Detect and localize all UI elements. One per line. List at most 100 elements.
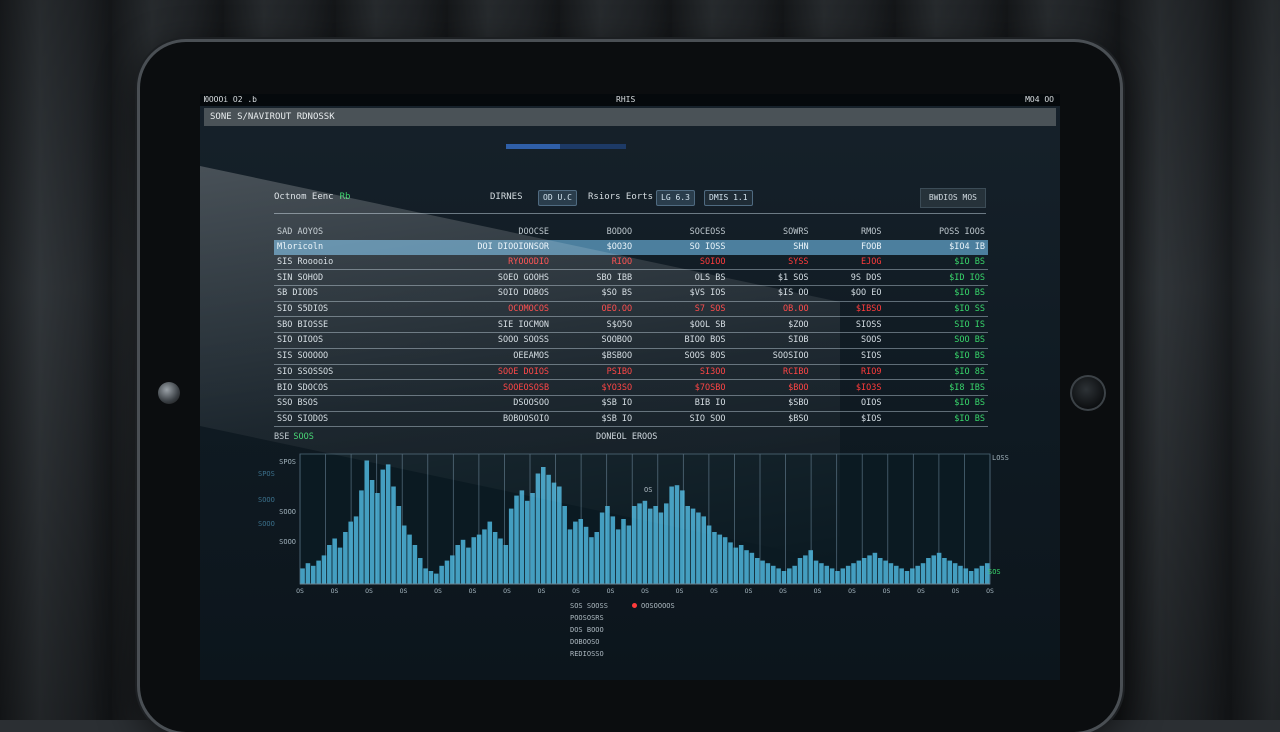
table-row[interactable]: Mloricoln DOI DIOOIONSOR $OO3O SO IOSS SHN FO… (274, 240, 988, 255)
chart-bar (845, 565, 851, 584)
x-tick-label: OS (848, 587, 856, 595)
chart-bar (696, 512, 701, 584)
legend-item: POOSOSRS (570, 614, 604, 622)
table-cell: BIB IO (635, 395, 729, 412)
x-tick-label: OS (814, 587, 822, 595)
table-row[interactable]: BIO SDOCOS SOOEOSOSB $YO3SO $7OSBO $BOO $IO3S… (274, 379, 988, 396)
x-tick-label: OS (883, 587, 891, 595)
chart-bar (439, 565, 444, 584)
chart-bar (733, 547, 739, 584)
table-header-row: SAD AOYOS DOOCSE BODOO SOCEOSS SOWRS RMOS POSS… (274, 224, 988, 240)
table-cell: SIN SOHOD (274, 269, 398, 287)
legend-label: DOS BOOO (570, 626, 604, 634)
chart-bar (428, 571, 434, 584)
table-row[interactable]: SIN SOHOD SOEO GOOHS SBO IBB OLS BS $1 SOS 9S… (274, 269, 988, 287)
chart-bar (904, 571, 910, 584)
legend-label: OOSOOOOS (641, 602, 675, 610)
table-row[interactable]: SBO BIOSSE SIE IOCMON S$O5O $OOL SB $ZOO SIOS… (274, 316, 988, 334)
chart-bar (380, 469, 386, 584)
bar-chart: SPOS SOOO SOOO SPOS SOOO SOOO LOSS SOS OS OS OS OS O… (240, 446, 1020, 676)
table-cell: 9S DOS (811, 269, 885, 287)
chart-bar (888, 563, 894, 584)
chart-bar (492, 532, 498, 584)
chart-bar (412, 545, 418, 584)
table-cell: DSOOSOO (397, 395, 553, 412)
chart-bar (396, 506, 402, 584)
x-tick-label: OS (296, 587, 304, 595)
chart-bar (808, 550, 813, 584)
column-header[interactable]: SOWRS (782, 227, 809, 237)
toolbar: Octnom Eenc Rb DIRNES OD U.C Rsiors Eorts… (274, 188, 986, 208)
table-cell: $OO3O (552, 240, 636, 255)
legend-item: DOBOOSO (570, 638, 600, 646)
chart-bar (444, 560, 450, 584)
x-tick-label: OS (952, 587, 960, 595)
column-header[interactable]: POSS IOOS (938, 227, 985, 237)
table-row[interactable]: SIO OIOOS SOOO SOOSS SOOBOO BIOO BOS SIOB SOO… (274, 332, 988, 349)
table-row[interactable]: SIO S5DIOS OCOMOCOS OEO.OO S7 SOS OB.OO $IBSO… (274, 301, 988, 318)
right-axis-label-2: SOS (988, 568, 1001, 576)
chart-bar (974, 568, 979, 584)
table-cell: SOIO DOBOS (397, 285, 553, 302)
filter2-dropdown[interactable]: LG 6.3 (656, 190, 695, 206)
table-cell: $BSBOO (552, 348, 636, 365)
y-tick-label: SOOO (279, 538, 296, 546)
table-cell: PSIBO (552, 364, 636, 381)
column-header[interactable]: BODOO (606, 227, 633, 237)
section-title: Octnom Eenc Rb (274, 192, 350, 202)
column-header[interactable]: SAD AOYOS (277, 227, 324, 237)
chart-bar (615, 529, 621, 584)
x-tick-label: OS (779, 587, 787, 595)
chart-bar (332, 538, 337, 584)
chart-bar (407, 534, 412, 584)
filter3-dropdown[interactable]: DMIS 1.1 (704, 190, 753, 206)
table-row[interactable]: SB DIODS SOIO DOBOS $SO BS $VS IOS $IS OO $OO… (274, 285, 988, 302)
table-cell: OB.OO (728, 301, 812, 318)
table-cell: $BOO (728, 379, 812, 396)
chart-bar (300, 568, 305, 584)
chart-bar (637, 503, 642, 584)
table-cell: $VS IOS (635, 285, 729, 302)
home-button[interactable] (1070, 375, 1106, 411)
table-row[interactable]: SIO SSOSSOS SOOE DOIOS PSIBO SI3OO RCIBO RIO9… (274, 364, 988, 381)
table-cell: SIS Rooooio (274, 254, 398, 271)
table-row[interactable]: SSO SIODOS BOBOOSOIO $SB IO SIO SOO $BSO $IOS… (274, 411, 988, 428)
chart-bar (471, 537, 477, 584)
table-cell: SSO SIODOS (274, 411, 398, 428)
legend-item: SOS SOOSS (570, 602, 608, 610)
table-row[interactable]: SSO BSOS DSOOSOO $SB IO BIB IO $SBO OIOS $IO B… (274, 395, 988, 412)
chart-bar (776, 568, 781, 584)
loading-progress-bar (506, 144, 626, 149)
column-header[interactable]: DOOCSE (518, 227, 550, 237)
chart-bar (305, 563, 311, 584)
table-cell: RIOO (552, 254, 636, 271)
column-header[interactable]: RMOS (861, 227, 882, 237)
chart-bar (621, 519, 626, 584)
chart-bar (653, 506, 658, 584)
table-cell: SOO BS (884, 332, 988, 349)
chart-bar (984, 563, 990, 584)
table-row[interactable]: SIS SOOOOO OEEAMOS $BSBOO SOOS 8OS SOOSIOO SI… (274, 348, 988, 365)
chart-bar (701, 516, 707, 584)
chart-bar (942, 558, 947, 584)
x-tick-label: OS (641, 587, 649, 595)
table-cell: OLS BS (635, 269, 729, 287)
chart-bar (535, 473, 541, 584)
filter1-dropdown[interactable]: OD U.C (538, 190, 577, 206)
table-row[interactable]: SIS Rooooio RYOOODIO RIOO SOIOO SYSS EJOG $IO … (274, 254, 988, 271)
chart-bar (450, 555, 455, 584)
chart-bar (824, 565, 830, 584)
chart-bar (835, 571, 840, 584)
chart-bar (883, 560, 888, 584)
chart-bar (498, 538, 503, 584)
action-button[interactable]: BWDIOS MOS (919, 188, 986, 208)
chart-bar (803, 555, 808, 584)
chart-bar (861, 558, 867, 584)
x-tick-label: OS (572, 587, 580, 595)
column-header[interactable]: SOCEOSS (689, 227, 726, 237)
chart-bar (728, 542, 733, 584)
chart-bar (417, 558, 423, 584)
chart-bar (605, 506, 610, 584)
legend-item: REDIOSSO (570, 650, 604, 658)
filter1-label: DIRNES (490, 192, 523, 202)
